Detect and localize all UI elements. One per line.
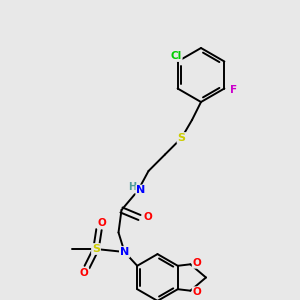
Text: O: O [80, 268, 88, 278]
Text: H: H [128, 182, 137, 193]
Text: O: O [143, 212, 152, 223]
Text: Cl: Cl [170, 51, 182, 61]
Text: S: S [92, 244, 100, 254]
Text: O: O [193, 287, 201, 297]
Text: S: S [178, 133, 185, 143]
Text: N: N [136, 185, 146, 196]
Text: O: O [193, 258, 201, 268]
Text: N: N [120, 247, 129, 257]
Text: O: O [98, 218, 106, 229]
Text: F: F [230, 85, 238, 95]
